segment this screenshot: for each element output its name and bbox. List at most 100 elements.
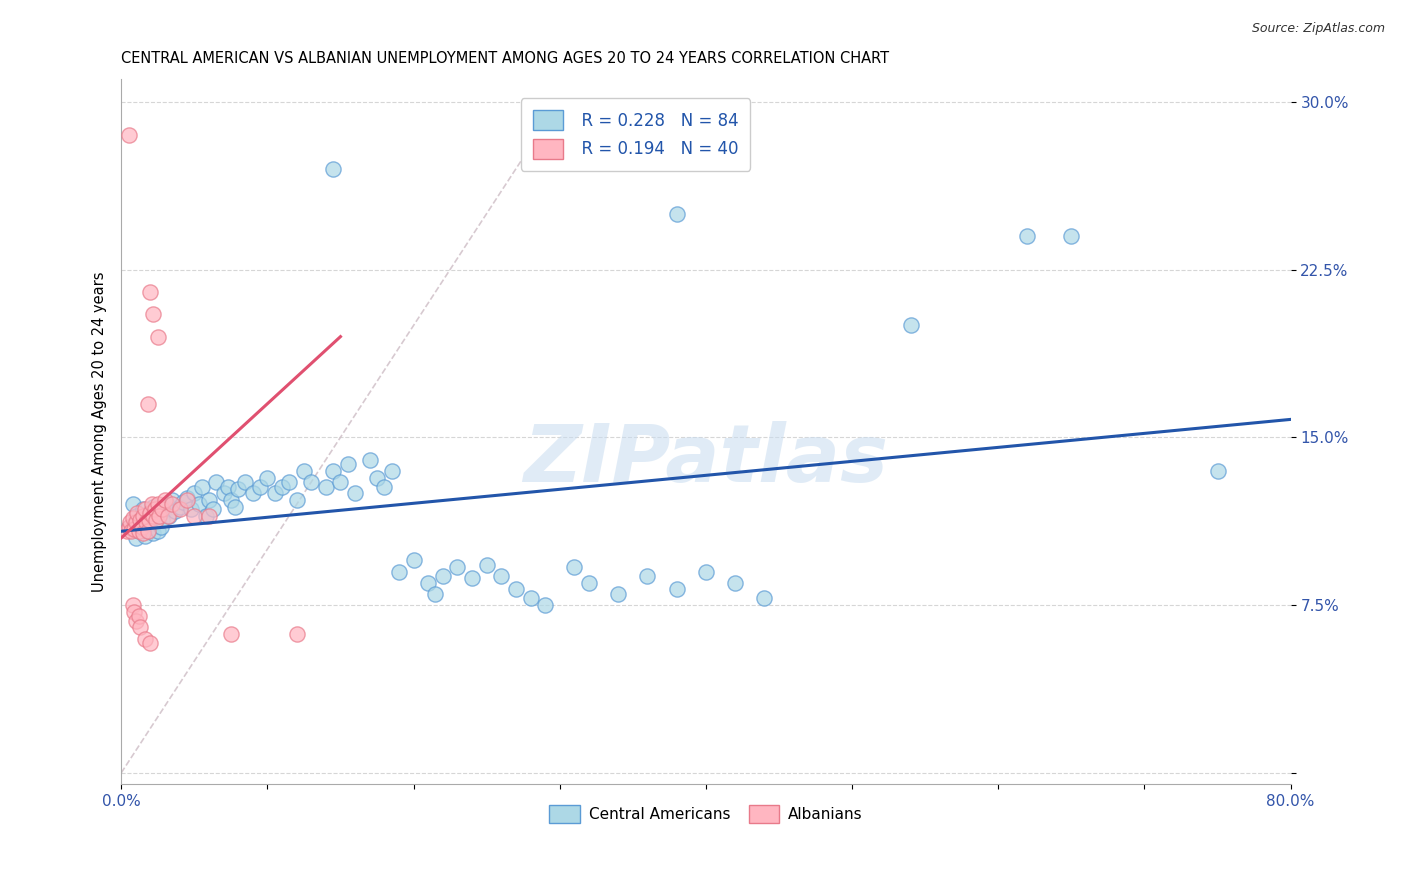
Point	[120, 524, 142, 539]
Point	[534, 598, 557, 612]
Point	[564, 560, 586, 574]
Point	[195, 508, 218, 523]
Point	[271, 479, 294, 493]
Point	[136, 524, 159, 539]
Point	[125, 516, 148, 530]
Point	[1017, 229, 1039, 244]
Point	[505, 582, 527, 597]
Point	[132, 526, 155, 541]
Point	[183, 508, 205, 523]
Point	[491, 569, 513, 583]
Point	[336, 457, 359, 471]
Point	[142, 508, 165, 523]
Point	[418, 575, 440, 590]
Point	[285, 627, 308, 641]
Point	[142, 526, 165, 541]
Point	[139, 636, 162, 650]
Point	[388, 565, 411, 579]
Point	[150, 502, 173, 516]
Point	[190, 479, 212, 493]
Point	[115, 524, 138, 539]
Point	[235, 475, 257, 489]
Point	[135, 516, 157, 530]
Point	[329, 475, 352, 489]
Point	[134, 529, 156, 543]
Point	[125, 531, 148, 545]
Point	[373, 479, 395, 493]
Point	[724, 575, 747, 590]
Point	[162, 497, 184, 511]
Point	[153, 492, 176, 507]
Point	[132, 508, 155, 523]
Point	[315, 479, 337, 493]
Point	[155, 497, 177, 511]
Point	[149, 520, 172, 534]
Point	[139, 507, 162, 521]
Point	[124, 522, 146, 536]
Point	[285, 492, 308, 507]
Point	[359, 452, 381, 467]
Point	[125, 614, 148, 628]
Point	[224, 500, 246, 514]
Point	[162, 492, 184, 507]
Point	[519, 591, 541, 606]
Text: Source: ZipAtlas.com: Source: ZipAtlas.com	[1251, 22, 1385, 36]
Point	[136, 397, 159, 411]
Point	[205, 475, 228, 489]
Point	[122, 598, 145, 612]
Point	[461, 571, 484, 585]
Point	[278, 475, 301, 489]
Point	[136, 524, 159, 539]
Point	[176, 492, 198, 507]
Point	[665, 206, 688, 220]
Point	[475, 558, 498, 572]
Point	[146, 329, 169, 343]
Point	[146, 524, 169, 539]
Point	[299, 475, 322, 489]
Point	[754, 591, 776, 606]
Point	[242, 486, 264, 500]
Point	[169, 500, 191, 514]
Point	[578, 575, 600, 590]
Point	[148, 508, 170, 523]
Text: CENTRAL AMERICAN VS ALBANIAN UNEMPLOYMENT AMONG AGES 20 TO 24 YEARS CORRELATION : CENTRAL AMERICAN VS ALBANIAN UNEMPLOYMEN…	[121, 51, 890, 66]
Point	[153, 502, 176, 516]
Point	[135, 511, 157, 525]
Point	[172, 495, 194, 509]
Point	[381, 464, 404, 478]
Point	[198, 508, 221, 523]
Point	[1206, 464, 1229, 478]
Point	[180, 502, 202, 516]
Point	[256, 470, 278, 484]
Point	[117, 520, 139, 534]
Point	[636, 569, 658, 583]
Point	[607, 587, 630, 601]
Point	[128, 524, 150, 539]
Point	[198, 492, 221, 507]
Point	[142, 307, 165, 321]
Point	[138, 507, 160, 521]
Point	[122, 511, 145, 525]
Point	[322, 464, 344, 478]
Point	[226, 482, 249, 496]
Point	[176, 491, 198, 505]
Point	[344, 486, 367, 500]
Point	[117, 128, 139, 143]
Point	[143, 502, 166, 516]
Point	[263, 486, 285, 500]
Point	[129, 516, 152, 530]
Point	[425, 587, 447, 601]
Point	[165, 504, 187, 518]
Point	[212, 486, 235, 500]
Point	[125, 508, 148, 523]
Point	[187, 497, 209, 511]
Point	[169, 502, 191, 516]
Point	[202, 502, 225, 516]
Point	[117, 520, 139, 534]
Point	[217, 479, 239, 493]
Text: ZIPatlas: ZIPatlas	[523, 421, 889, 499]
Point	[132, 502, 155, 516]
Point	[150, 513, 173, 527]
Point	[139, 285, 162, 299]
Point	[159, 508, 181, 523]
